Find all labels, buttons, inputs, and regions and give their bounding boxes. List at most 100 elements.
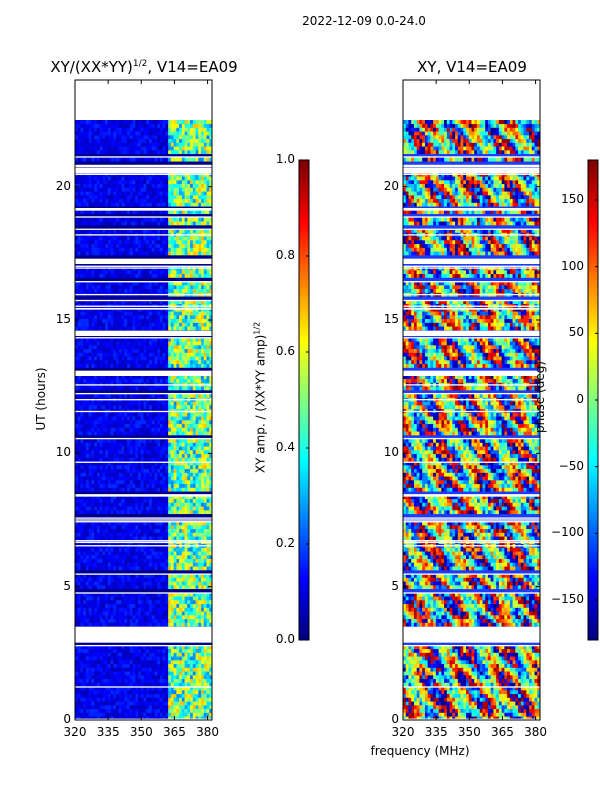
amp-heat-cell [124,412,128,417]
amp-heat-cell [184,450,188,455]
amp-heat-cell [148,671,153,676]
amp-heat-cell [140,708,144,713]
amp-heat-cell [170,671,175,676]
amp-heat-cell [140,412,144,417]
amp-heat-cell [190,686,194,691]
amp-heat-cell [83,348,87,353]
amp-heat-cell [107,408,112,413]
amp-heat-cell [151,697,155,702]
amp-heat-cell [127,453,131,458]
amp-heat-cell [75,573,79,578]
amp-heat-cell [135,607,139,612]
amp-heat-cell [140,498,144,503]
amp-heat-cell [116,562,120,567]
amp-heat-cell [140,345,144,350]
amp-heat-cell [88,360,92,365]
amp-heat-cell [165,468,169,473]
amp-heat-cell [107,412,112,417]
amp-heat-cell [184,607,188,612]
amp-heat-cell [105,337,109,342]
amp-heat-cell [159,615,164,620]
amp-heat-cell [99,686,103,691]
amp-heat-cell [209,322,213,327]
amp-heat-cell [179,322,183,327]
amp-heat-cell [83,600,87,605]
amp-heat-cell [184,716,188,721]
amp-heat-cell [173,693,177,698]
amp-heat-cell [132,431,136,436]
amp-heat-cell [181,423,185,428]
amp-heat-cell [170,318,175,323]
amp-heat-cell [195,427,199,432]
amp-heat-cell [124,532,128,537]
amp-heat-cell [165,393,169,398]
amp-heat-cell [121,708,125,713]
amp-heat-cell [146,412,150,417]
amp-heat-cell [113,690,117,695]
amp-heat-cell [154,648,158,653]
amp-heat-cell [157,495,161,500]
amp-heat-cell [190,671,194,676]
amp-heat-cell [113,558,117,563]
amp-heat-cell [140,510,144,515]
amp-heat-cell [80,551,84,556]
amp-heat-cell [102,562,106,567]
amp-heat-cell [132,525,136,530]
amp-heat-cell [127,281,131,286]
amp-heat-cell [91,322,95,327]
amp-heat-cell [170,468,175,473]
amp-heat-cell [127,577,131,582]
amp-heat-cell [135,345,139,350]
amp-heat-cell [146,528,150,533]
amp-heat-cell [206,420,210,425]
amp-heat-cell [195,288,199,293]
amp-heat-cell [190,708,194,713]
amp-heat-cell [162,427,166,432]
amp-heat-cell [159,431,164,436]
amp-heat-cell [110,412,114,417]
amp-heat-cell [209,536,213,541]
amp-heat-cell [162,506,166,511]
amp-heat-cell [140,375,144,380]
amp-heat-cell [124,483,128,488]
amp-heat-cell [129,315,133,320]
amp-heat-cell [148,352,153,357]
amp-heat-cell [184,386,188,391]
amp-heat-cell [206,581,210,586]
amp-heat-cell [173,465,177,470]
amp-heat-cell [192,585,196,590]
amp-heat-cell [151,386,155,391]
amp-heat-cell [187,416,191,421]
amp-heat-cell [132,360,136,365]
amp-heat-cell [80,408,84,413]
amp-heat-cell [105,386,109,391]
amp-heat-cell [195,622,199,627]
amp-heat-cell [168,401,172,406]
amp-heat-cell [118,300,122,305]
amp-heat-cell [195,693,199,698]
amp-heat-cell [170,607,175,612]
amp-heat-cell [118,705,122,710]
amp-heat-cell [121,585,125,590]
amp-heat-cell [192,521,196,526]
amp-heat-cell [181,645,185,650]
amp-heat-cell [146,652,150,657]
amp-heat-cell [75,690,79,695]
amp-heat-cell [116,300,120,305]
amp-heat-cell [121,420,125,425]
amp-heat-cell [187,427,191,432]
amp-heat-cell [198,645,202,650]
amp-heat-cell [113,453,117,458]
amp-heat-cell [138,322,142,327]
amp-heat-cell [77,386,81,391]
amp-heat-cell [146,532,150,537]
amp-heat-cell [159,618,164,623]
amp-heat-cell [198,420,202,425]
amp-heat-cell [203,405,207,410]
amp-heat-cell [75,360,79,365]
amp-heat-cell [151,315,155,320]
amp-heat-cell [107,337,112,342]
amp-heat-cell [127,678,131,683]
amp-heat-cell [159,592,164,597]
amp-heat-cell [102,701,106,706]
